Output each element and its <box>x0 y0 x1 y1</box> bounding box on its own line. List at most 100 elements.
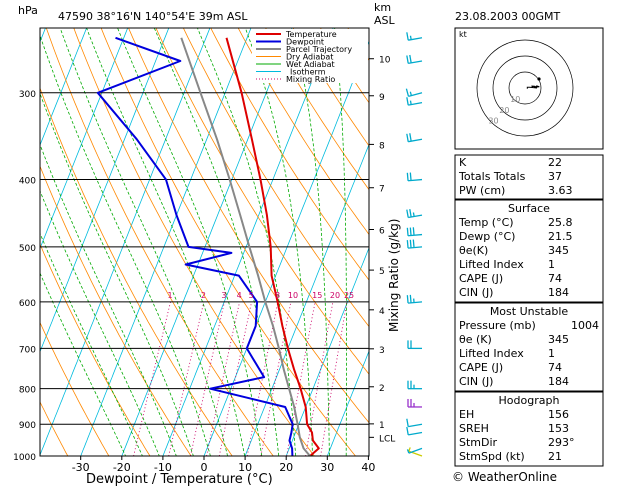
hodo-label-0: EH <box>459 408 474 421</box>
mixing-ratio-label: 1 <box>168 291 173 300</box>
wet-adiabat-line <box>40 189 160 456</box>
hodograph-ring <box>476 39 574 137</box>
wet-adiabat-line <box>59 28 229 456</box>
hodograph-ring <box>508 71 542 105</box>
wind-barb <box>406 447 423 454</box>
mixing-ratio-label: 3 <box>221 291 226 300</box>
index-label-k: K <box>459 156 467 169</box>
wet-adiabat-line <box>334 28 347 456</box>
pressure-tick-label: 800 <box>19 386 36 396</box>
most-unstable-frame <box>454 302 604 392</box>
hodo-value-2: 293° <box>548 436 575 449</box>
hodo-label-2: StmDir <box>459 436 498 449</box>
pressure-tick-label: 1000 <box>13 453 36 463</box>
wind-barb <box>406 426 423 436</box>
x-tick-label: 0 <box>201 461 208 474</box>
height-tick-label: 6 <box>379 226 385 236</box>
dewpoint-profile <box>96 36 294 456</box>
mixing-ratio-line <box>168 301 205 456</box>
height-tick-label: 10 <box>379 56 391 66</box>
wind-barb <box>406 227 423 237</box>
height-tick-label: 3 <box>379 346 385 356</box>
hodograph-table-frame <box>454 391 604 467</box>
plot-frame <box>39 27 370 457</box>
pressure-tick-label: 500 <box>19 244 36 254</box>
mu-label-0: Pressure (mb) <box>459 319 536 332</box>
mixing-ratio-label: 5 <box>249 291 254 300</box>
x-tick-label: -30 <box>72 461 90 474</box>
wind-barb-flag <box>412 239 415 248</box>
wind-barb <box>406 97 423 106</box>
wind-barb-staff <box>408 60 423 65</box>
dry-adiabat-line <box>155 28 369 375</box>
x-tick-label: -10 <box>154 461 172 474</box>
wind-barb-flag <box>406 240 409 249</box>
mixing-ratio-label: 15 <box>312 291 322 300</box>
height-tick-label: 9 <box>379 93 385 103</box>
height-tick-label: 4 <box>379 307 385 317</box>
wind-barb-staff <box>408 138 423 143</box>
station-info: 47590 38°16'N 140°54'E 39m ASL <box>58 10 248 23</box>
x-axis-title: Dewpoint / Temperature (°C) <box>86 472 273 486</box>
mu-value-3: 74 <box>548 361 562 374</box>
legend-item-parcel: Parcel Trajectory <box>286 45 352 54</box>
mixing-ratio-label: 20 <box>330 291 340 300</box>
wind-barb <box>406 54 423 65</box>
wind-barb <box>405 88 423 98</box>
dry-adiabat-line <box>237 28 369 236</box>
legend-item-mixing-ratio: Mixing Ratio <box>286 75 335 84</box>
wind-barb-flag <box>409 239 412 248</box>
storm-motion-marker <box>537 77 541 81</box>
surface-label-2: θe(K) <box>459 244 488 257</box>
hodo-label-1: SREH <box>459 422 489 435</box>
wind-barb-staff <box>408 447 423 454</box>
wind-barb-staff <box>408 431 423 436</box>
dry-adiabat-line <box>40 165 192 456</box>
legend-item-dry-adiabat: Dry Adiabat <box>286 53 333 62</box>
mixing-ratio-label: 8 <box>275 291 280 300</box>
wind-barb-staff <box>407 178 423 182</box>
mixing-ratio-line <box>246 301 279 456</box>
wind-barb <box>406 209 423 219</box>
dry-adiabat-line <box>210 28 369 281</box>
hodograph-table-title: Hodograph <box>499 394 560 407</box>
surface-label-3: Lifted Index <box>459 258 524 271</box>
wind-barb-flag <box>406 55 409 64</box>
wind-barb-flag <box>406 426 409 436</box>
hodograph-ring <box>492 55 558 121</box>
wind-barb-staff <box>408 37 423 41</box>
wind-barb <box>406 239 423 249</box>
wet-adiabat-line <box>40 272 127 456</box>
mixing-ratio-line <box>260 301 292 456</box>
wind-barb-flag <box>409 209 412 218</box>
isotherm-line <box>285 246 369 456</box>
hodograph-ring-label: 30 <box>488 117 498 126</box>
pressure-tick-label: 700 <box>19 345 36 355</box>
wet-adiabat-line <box>244 28 314 456</box>
mu-label-2: Lifted Index <box>459 347 524 360</box>
wind-barb-half <box>409 91 413 96</box>
x-tick-label: 40 <box>361 461 375 474</box>
wet-adiabat-line <box>40 92 194 456</box>
wind-barb-flag <box>406 209 409 218</box>
mu-label-4: CIN (J) <box>459 375 493 388</box>
datetime: 23.08.2003 00GMT <box>455 10 560 23</box>
hodograph-ring-label: 20 <box>499 106 509 115</box>
dry-adiabat-line <box>182 28 369 328</box>
mu-value-1: 345 <box>548 333 569 346</box>
indices-frame <box>454 154 604 200</box>
mu-label-3: CAPE (J) <box>459 361 503 374</box>
wind-barb-half <box>409 100 412 105</box>
mixing-ratio-label: 25 <box>344 291 354 300</box>
wind-barb-flag <box>406 133 409 142</box>
hodograph-ring-label: 10 <box>510 95 520 104</box>
mixing-ratio-line <box>133 301 171 456</box>
height-tick-label: 8 <box>379 141 385 151</box>
temperature-profile <box>225 37 320 456</box>
hodograph-frame <box>454 27 604 150</box>
hodograph-table: Hodograph EH 156 SREH 153 StmDir 293° St… <box>454 391 604 467</box>
dry-adiabat-line <box>128 28 369 424</box>
legend-item-dewpoint: Dewpoint <box>286 38 324 47</box>
hodo-value-0: 156 <box>548 408 569 421</box>
